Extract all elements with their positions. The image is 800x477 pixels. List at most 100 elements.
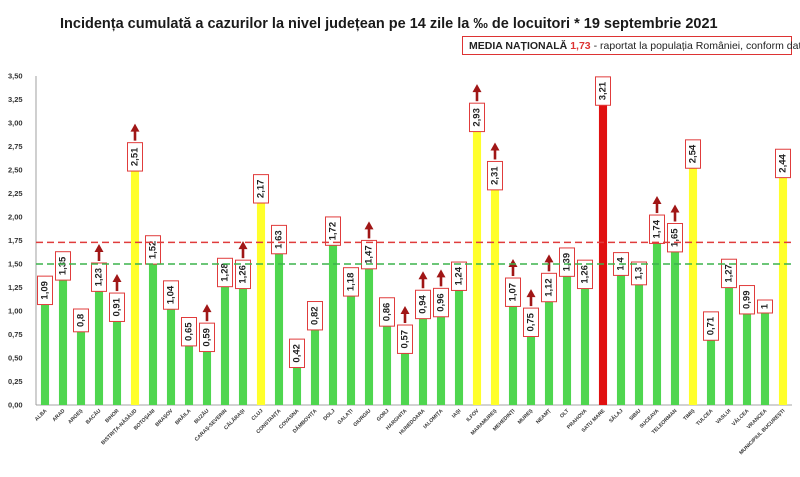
data-label-box xyxy=(181,317,197,347)
x-tick-label: ARGEȘ xyxy=(67,408,85,426)
data-label: 0,42 xyxy=(292,344,303,363)
bar xyxy=(238,286,248,405)
data-label: 1,26 xyxy=(580,265,591,284)
data-label: 1,47 xyxy=(364,245,375,264)
data-label: 0,57 xyxy=(400,330,411,349)
data-label: 1,39 xyxy=(562,253,573,272)
data-label-box xyxy=(757,299,773,314)
y-tick-label: 1,00 xyxy=(8,307,23,316)
data-label: 1,27 xyxy=(724,264,735,283)
trend-up-arrowhead xyxy=(238,241,248,250)
data-label: 1,23 xyxy=(94,268,105,287)
bar xyxy=(58,278,68,405)
data-label-box xyxy=(253,174,269,204)
data-label: 1,09 xyxy=(40,281,51,300)
y-tick-label: 2,25 xyxy=(8,189,23,198)
trend-up-arrowhead xyxy=(544,254,554,263)
data-label: 0,8 xyxy=(76,314,87,327)
data-label-box xyxy=(649,214,665,244)
data-label-box xyxy=(235,259,251,290)
data-label-box xyxy=(343,267,359,297)
x-tick-label: GIURGIU xyxy=(352,408,372,428)
y-tick-label: 0,50 xyxy=(8,354,23,363)
data-label: 2,44 xyxy=(778,153,789,172)
national-average-value: 1,73 xyxy=(570,40,591,52)
bar xyxy=(436,314,446,405)
bar xyxy=(112,319,122,405)
bar xyxy=(760,311,770,405)
x-tick-label: SĂLAJ xyxy=(607,407,624,424)
data-label-box xyxy=(415,289,431,320)
x-tick-label: CARAȘ-SEVERIN xyxy=(194,408,229,443)
bar xyxy=(382,324,392,405)
bar xyxy=(418,316,428,405)
data-label-box xyxy=(703,311,719,341)
data-label-box xyxy=(523,307,539,338)
y-tick-label: 0,75 xyxy=(8,330,23,339)
data-label-box xyxy=(595,76,611,106)
data-label-box xyxy=(559,247,575,277)
data-label: 0,65 xyxy=(184,322,195,341)
data-label-box xyxy=(199,322,215,353)
bar xyxy=(274,251,284,405)
bar xyxy=(706,338,716,405)
trend-up-arrowhead xyxy=(652,196,662,205)
data-label: 1,24 xyxy=(454,266,465,285)
bar xyxy=(508,304,518,405)
bar xyxy=(742,311,752,405)
x-tick-label: ARAD xyxy=(52,408,67,423)
bar xyxy=(778,175,788,405)
x-tick-label: BRAȘOV xyxy=(154,408,174,428)
data-label: 1,18 xyxy=(346,273,357,292)
data-label-box xyxy=(289,338,305,369)
data-label: 0,75 xyxy=(526,312,537,331)
data-label: 1 xyxy=(760,303,771,309)
data-label-box xyxy=(109,292,125,322)
bar xyxy=(400,351,410,405)
national-average-note: MEDIA NAȚIONALĂ 1,73- raportat la populaț… xyxy=(462,36,800,55)
bar xyxy=(220,284,230,405)
data-label-box xyxy=(721,258,737,289)
x-tick-label: GORJ xyxy=(376,408,391,423)
data-label: 0,82 xyxy=(310,306,321,325)
bar xyxy=(76,329,86,405)
x-tick-label: ALBA xyxy=(34,408,49,423)
x-tick-label: TULCEA xyxy=(695,408,714,427)
bar xyxy=(364,266,374,405)
bar xyxy=(328,243,338,405)
data-label: 1,28 xyxy=(220,263,231,282)
data-label-box xyxy=(271,224,287,255)
trend-up-arrowhead xyxy=(670,204,680,213)
data-label-box xyxy=(775,148,791,179)
data-label-box xyxy=(631,261,647,286)
bar xyxy=(688,166,698,405)
y-tick-label: 1,75 xyxy=(8,236,23,245)
trend-up-arrowhead xyxy=(400,306,410,315)
y-tick-label: 2,75 xyxy=(8,142,23,151)
data-label: 1,74 xyxy=(652,219,663,238)
y-tick-label: 2,00 xyxy=(8,213,23,222)
x-tick-label: MUREȘ xyxy=(517,408,535,426)
x-tick-label: BACĂU xyxy=(84,407,102,425)
bar xyxy=(598,103,608,405)
data-label: 2,93 xyxy=(472,108,483,127)
trend-up-arrowhead xyxy=(490,142,500,151)
data-label-box xyxy=(397,324,413,354)
data-label: 1,63 xyxy=(274,230,285,249)
data-label-box xyxy=(667,223,683,253)
bar xyxy=(652,241,662,405)
bar xyxy=(256,201,266,405)
data-label: 0,91 xyxy=(112,297,123,316)
trend-up-arrowhead xyxy=(508,259,518,268)
data-label: 2,31 xyxy=(490,166,501,185)
data-label-box xyxy=(541,272,557,303)
data-label-box xyxy=(127,142,143,172)
bar xyxy=(670,249,680,405)
bar xyxy=(202,349,212,405)
data-label-box xyxy=(505,277,521,307)
x-tick-label: IAȘI xyxy=(451,408,463,420)
bar xyxy=(148,262,158,405)
data-label: 0,94 xyxy=(418,294,429,313)
y-tick-label: 3,50 xyxy=(8,72,23,81)
x-tick-label: OLT xyxy=(559,408,571,420)
